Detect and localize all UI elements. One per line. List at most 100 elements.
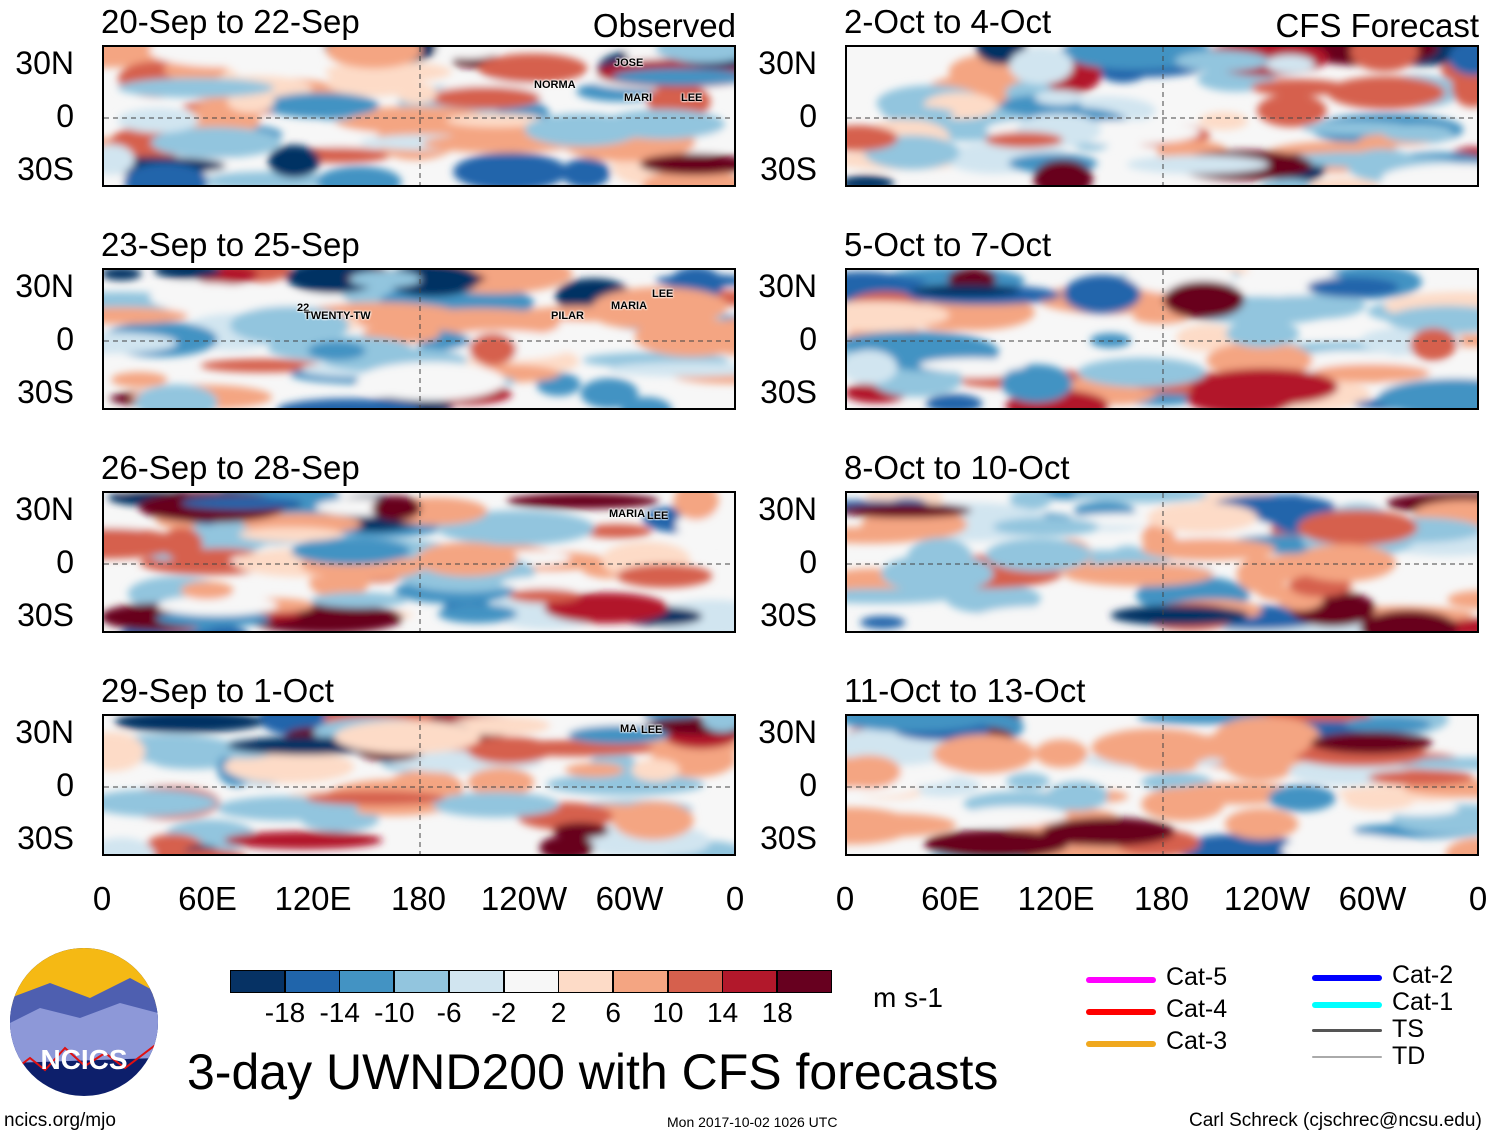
wind-contour [1382,124,1454,143]
wind-contour [268,144,320,178]
wind-field [847,716,1477,854]
storm-label: MARI [624,92,653,104]
y-tick-label: 0 [56,98,74,134]
wind-contour [1236,555,1289,594]
storm-label: NORMA [534,79,576,91]
wind-contour [1309,177,1379,185]
forecast-label: CFS Forecast [1275,7,1479,44]
y-tick-label: 30S [760,374,817,410]
logo-text: NCICS [40,1044,128,1075]
wind-contour [1445,838,1477,854]
wind-contour [453,152,568,185]
wind-contour [1034,89,1084,106]
wind-contour [1042,817,1175,847]
wind-contour [326,69,422,97]
wind-contour [291,537,411,565]
wind-field [104,270,734,408]
legend-label: Cat-1 [1392,988,1454,1016]
wind-contour [104,732,146,772]
x-tick-label: 180 [1133,880,1190,917]
wind-contour [847,716,992,732]
wind-contour [1163,280,1245,319]
wind-contour [1224,808,1299,840]
wind-contour [356,361,506,401]
wind-contour [1297,509,1418,546]
colorbar-tick: -6 [436,997,462,1028]
wind-contour [847,349,898,385]
y-tick-label: 30S [760,597,817,633]
x-tick-label: 180 [390,880,447,917]
wind-contour [501,576,595,591]
wind-contour [223,750,355,783]
map-panel [845,714,1479,856]
wind-contour [467,736,552,764]
wind-contour [153,270,222,280]
wind-contour [592,286,728,326]
y-tick-label: 30N [758,45,817,81]
wind-contour [616,564,713,588]
panel-title: 8-Oct to 10-Oct [844,449,1070,486]
panel-title: 23-Sep to 25-Sep [101,226,360,263]
wind-contour [263,92,379,119]
map-panel [845,45,1479,187]
wind-contour [565,762,625,778]
wind-contour [178,128,247,147]
storm-label: LEE [652,288,674,300]
wind-contour [111,371,168,388]
legend-line-cat-2 [1312,975,1382,981]
wind-contour [117,77,275,98]
colorbar-tick: 2 [550,997,567,1028]
wind-contour [104,270,142,281]
wind-contour [508,588,580,604]
map-panel: JOSE NORMA MARI LEE [102,45,736,187]
wind-contour [104,332,178,354]
colorbar-tick: 14 [707,997,739,1028]
wind-contour [673,493,719,520]
wind-contour [1199,111,1249,131]
footer-author: Carl Schreck (cjschrec@ncsu.edu) [1189,1110,1482,1131]
wind-contour [847,275,928,288]
x-tick-label: 120E [274,880,352,917]
wind-contour [371,495,421,521]
y-tick-label: 30N [15,491,74,527]
wind-contour [104,789,218,817]
colorbar-tick: -2 [491,997,517,1028]
wind-contour [1063,274,1141,314]
y-tick-label: 0 [56,767,74,803]
wind-contour [925,394,983,408]
wind-contour [847,503,972,518]
wind-contour [1141,538,1276,561]
colorbar-tick: -10 [374,997,415,1028]
wind-contour [1071,493,1208,503]
wind-contour [1381,163,1477,185]
storm-label: LEE [641,724,663,736]
wind-contour [1305,324,1366,338]
wind-contour [478,53,588,84]
y-tick-label: 0 [799,98,817,134]
wind-contour [1147,502,1258,533]
wind-contour [860,616,906,629]
y-tick-label: 30S [17,820,74,856]
x-tick-label: 0 [1468,880,1488,917]
wind-contour [396,82,438,104]
wind-contour [1226,319,1300,348]
legend-line-cat-1 [1312,1002,1382,1008]
wind-contour [847,331,986,357]
wind-contour [135,384,218,408]
wind-contour [985,131,1063,148]
colorbar-tick: 6 [605,997,621,1028]
wind-contour [178,849,243,854]
wind-contour [117,108,199,133]
wind-contour [634,317,734,357]
legend-label: Cat-3 [1166,1027,1228,1055]
wind-contour [161,527,203,560]
wind-contour [1176,833,1303,854]
footer-url[interactable]: ncics.org/mjo [4,1110,116,1131]
wind-contour [435,47,500,59]
colorbar-swatch [722,970,778,993]
legend-label: Cat-4 [1166,995,1228,1023]
wind-contour [1327,76,1446,110]
wind-contour [326,47,422,69]
wind-contour [307,341,366,361]
map-panel [845,268,1479,410]
